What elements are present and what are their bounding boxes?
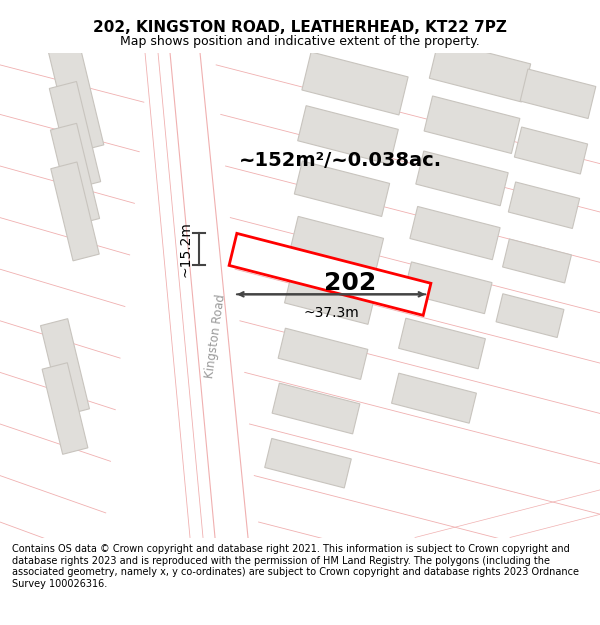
Polygon shape [404,262,492,314]
Polygon shape [424,96,520,154]
Polygon shape [278,328,368,379]
Polygon shape [416,151,508,206]
Polygon shape [284,272,376,324]
Polygon shape [50,123,100,225]
Polygon shape [42,362,88,454]
Text: Map shows position and indicative extent of the property.: Map shows position and indicative extent… [120,36,480,48]
Polygon shape [496,294,564,338]
Polygon shape [295,161,389,216]
Text: ~37.3m: ~37.3m [303,306,359,320]
Text: Contains OS data © Crown copyright and database right 2021. This information is : Contains OS data © Crown copyright and d… [12,544,579,589]
Polygon shape [520,69,596,119]
Polygon shape [170,52,248,538]
Polygon shape [290,216,383,271]
Polygon shape [145,52,203,538]
Polygon shape [41,319,89,416]
Polygon shape [51,162,99,261]
Polygon shape [514,127,587,174]
Text: Kingston Road: Kingston Road [203,293,227,379]
Polygon shape [298,106,398,164]
Polygon shape [229,233,431,316]
Text: ~152m²/~0.038ac.: ~152m²/~0.038ac. [238,151,442,171]
Polygon shape [265,439,351,488]
Polygon shape [508,182,580,229]
Polygon shape [46,35,104,153]
Polygon shape [430,40,530,102]
Polygon shape [503,239,571,283]
Polygon shape [272,383,360,434]
Polygon shape [302,52,408,115]
Text: 202, KINGSTON ROAD, LEATHERHEAD, KT22 7PZ: 202, KINGSTON ROAD, LEATHERHEAD, KT22 7P… [93,20,507,35]
Text: ~15.2m: ~15.2m [178,221,192,278]
Polygon shape [49,81,101,189]
Polygon shape [398,318,485,369]
Polygon shape [392,373,476,423]
Polygon shape [410,206,500,260]
Text: 202: 202 [324,271,376,294]
